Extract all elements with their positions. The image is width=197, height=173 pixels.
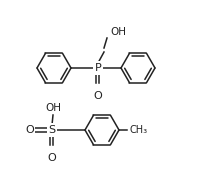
Text: OH: OH: [110, 27, 126, 37]
Text: OH: OH: [45, 103, 61, 113]
Text: O: O: [26, 125, 34, 135]
Text: CH₃: CH₃: [130, 125, 148, 135]
Text: O: O: [48, 153, 56, 163]
Text: O: O: [94, 91, 102, 101]
Text: P: P: [95, 63, 101, 73]
Text: S: S: [48, 125, 56, 135]
